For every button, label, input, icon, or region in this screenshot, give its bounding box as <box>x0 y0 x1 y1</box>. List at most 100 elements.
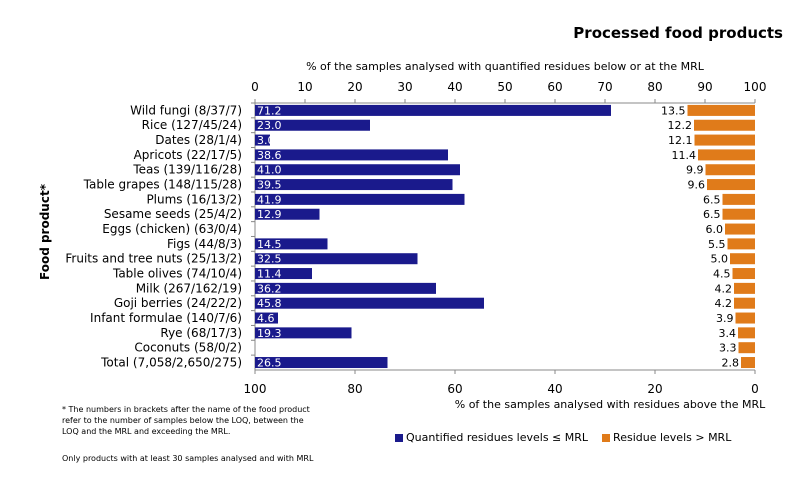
bar-label-quantified: 38.6 <box>257 149 282 162</box>
top-tick-label: 50 <box>497 80 512 94</box>
bar-above-mrl <box>734 282 755 294</box>
category-label: Dates (28/1/4) <box>155 133 242 147</box>
bar-label-above-mrl: 9.6 <box>688 179 706 192</box>
bar-above-mrl <box>738 342 755 354</box>
bottom-axis-label: % of the samples analysed with residues … <box>454 398 766 411</box>
bar-label-quantified: 3.0 <box>257 134 275 147</box>
top-tick-label: 60 <box>547 80 562 94</box>
bar-label-quantified: 32.5 <box>257 253 282 266</box>
bar-above-mrl <box>707 179 755 191</box>
bottom-tick-label: 40 <box>547 382 562 396</box>
bar-label-quantified: 41.9 <box>257 193 282 206</box>
bar-label-quantified: 11.4 <box>257 268 282 281</box>
bar-above-mrl <box>698 149 755 161</box>
top-tick-label: 20 <box>347 80 362 94</box>
bar-label-above-mrl: 3.3 <box>719 342 737 355</box>
legend-item-above-mrl: Residue levels > MRL <box>602 431 731 444</box>
top-tick-label: 100 <box>744 80 767 94</box>
footnote-line-4: Only products with at least 30 samples a… <box>62 454 314 463</box>
bar-above-mrl <box>694 119 755 131</box>
category-label: Apricots (22/17/5) <box>134 148 242 162</box>
legend-label-above-mrl: Residue levels > MRL <box>613 431 732 444</box>
bar-label-above-mrl: 4.2 <box>715 297 733 310</box>
top-tick-label: 10 <box>297 80 312 94</box>
legend-item-quantified: Quantified residues levels ≤ MRL <box>395 431 588 444</box>
bar-quantified <box>255 149 448 161</box>
bar-quantified <box>255 164 460 176</box>
bar-quantified <box>255 193 465 205</box>
footnote-line-1: * The numbers in brackets after the name… <box>62 405 310 414</box>
category-label: Total (7,058/2,650/275) <box>100 356 242 370</box>
top-tick-label: 80 <box>647 80 662 94</box>
legend-swatch-above-mrl <box>602 433 611 442</box>
bar-label-quantified: 39.5 <box>257 179 282 192</box>
legend-swatch-quantified <box>395 433 403 442</box>
bar-label-above-mrl: 6.5 <box>703 208 721 221</box>
bar-label-above-mrl: 2.8 <box>722 357 740 370</box>
bar-above-mrl <box>734 297 755 309</box>
bar-above-mrl <box>735 312 755 324</box>
bar-label-quantified: 12.9 <box>257 208 282 221</box>
category-label: Infant formulae (140/7/6) <box>90 311 242 325</box>
bar-quantified <box>255 282 436 294</box>
bar-quantified <box>255 179 453 191</box>
bar-above-mrl <box>727 238 755 250</box>
bar-label-quantified: 45.8 <box>257 297 282 310</box>
bar-label-quantified: 71.2 <box>257 104 282 117</box>
bar-quantified <box>255 297 484 309</box>
category-label: Goji berries (24/22/2) <box>114 296 242 310</box>
bar-label-above-mrl: 12.1 <box>668 134 693 147</box>
category-label: Rice (127/45/24) <box>142 118 242 132</box>
bar-quantified <box>255 312 278 324</box>
bar-label-above-mrl: 12.2 <box>668 119 693 132</box>
bar-label-quantified: 36.2 <box>257 282 282 295</box>
bar-label-above-mrl: 3.9 <box>716 312 734 325</box>
plot-area: 0 10 20 30 40 50 60 70 80 90 100 100 80 60 40 20 0 Wild f… <box>65 80 767 396</box>
top-tick-label: 90 <box>697 80 712 94</box>
category-label: Teas (139/116/28) <box>132 163 242 177</box>
bar-label-above-mrl: 6.0 <box>706 223 724 236</box>
category-label: Wild fungi (8/37/7) <box>130 103 242 117</box>
bar-label-above-mrl: 5.5 <box>708 238 726 251</box>
bar-above-mrl <box>738 327 755 339</box>
legend-label-quantified: Quantified residues levels ≤ MRL <box>406 431 589 444</box>
footnote-line-2: refer to the number of samples below the… <box>62 416 304 425</box>
bar-above-mrl <box>687 104 755 116</box>
bar-above-mrl <box>694 134 755 146</box>
bar-label-above-mrl: 11.4 <box>672 149 697 162</box>
bar-quantified <box>255 104 611 116</box>
category-label: Table grapes (148/115/28) <box>83 178 242 192</box>
category-label: Fruits and tree nuts (25/13/2) <box>65 252 242 266</box>
bar-quantified <box>255 238 328 250</box>
bar-label-above-mrl: 5.0 <box>711 253 729 266</box>
bar-above-mrl <box>730 253 755 265</box>
top-axis-label: % of the samples analysed with quantifie… <box>306 60 704 73</box>
bar-above-mrl <box>722 193 755 205</box>
bar-label-above-mrl: 3.4 <box>719 327 737 340</box>
bar-label-quantified: 4.6 <box>257 312 275 325</box>
footnote-line-3: LOQ and the MRL and exceeding the MRL. <box>62 427 231 436</box>
bar-above-mrl <box>705 164 755 176</box>
bottom-tick-label: 20 <box>647 382 662 396</box>
top-tick-label: 40 <box>447 80 462 94</box>
bar-label-above-mrl: 6.5 <box>703 193 721 206</box>
category-label: Table olives (74/10/4) <box>112 267 242 281</box>
category-label: Eggs (chicken) (63/0/4) <box>102 222 242 236</box>
bar-label-quantified: 23.0 <box>257 119 282 132</box>
bottom-tick-label: 100 <box>244 382 267 396</box>
bar-label-above-mrl: 4.5 <box>713 268 731 281</box>
bar-quantified <box>255 268 312 280</box>
bottom-tick-label: 0 <box>751 382 759 396</box>
bar-label-above-mrl: 9.9 <box>686 164 704 177</box>
top-tick-label: 0 <box>251 80 259 94</box>
bar-above-mrl <box>725 223 755 235</box>
bar-label-quantified: 26.5 <box>257 357 282 370</box>
bar-above-mrl <box>722 208 755 220</box>
category-label: Figs (44/8/3) <box>167 237 242 251</box>
category-label: Coconuts (58/0/2) <box>134 341 242 355</box>
bar-quantified <box>255 119 370 131</box>
bottom-tick-label: 80 <box>347 382 362 396</box>
bar-quantified <box>255 357 388 369</box>
legend: Quantified residues levels ≤ MRL Residue… <box>395 431 731 444</box>
top-tick-label: 70 <box>597 80 612 94</box>
